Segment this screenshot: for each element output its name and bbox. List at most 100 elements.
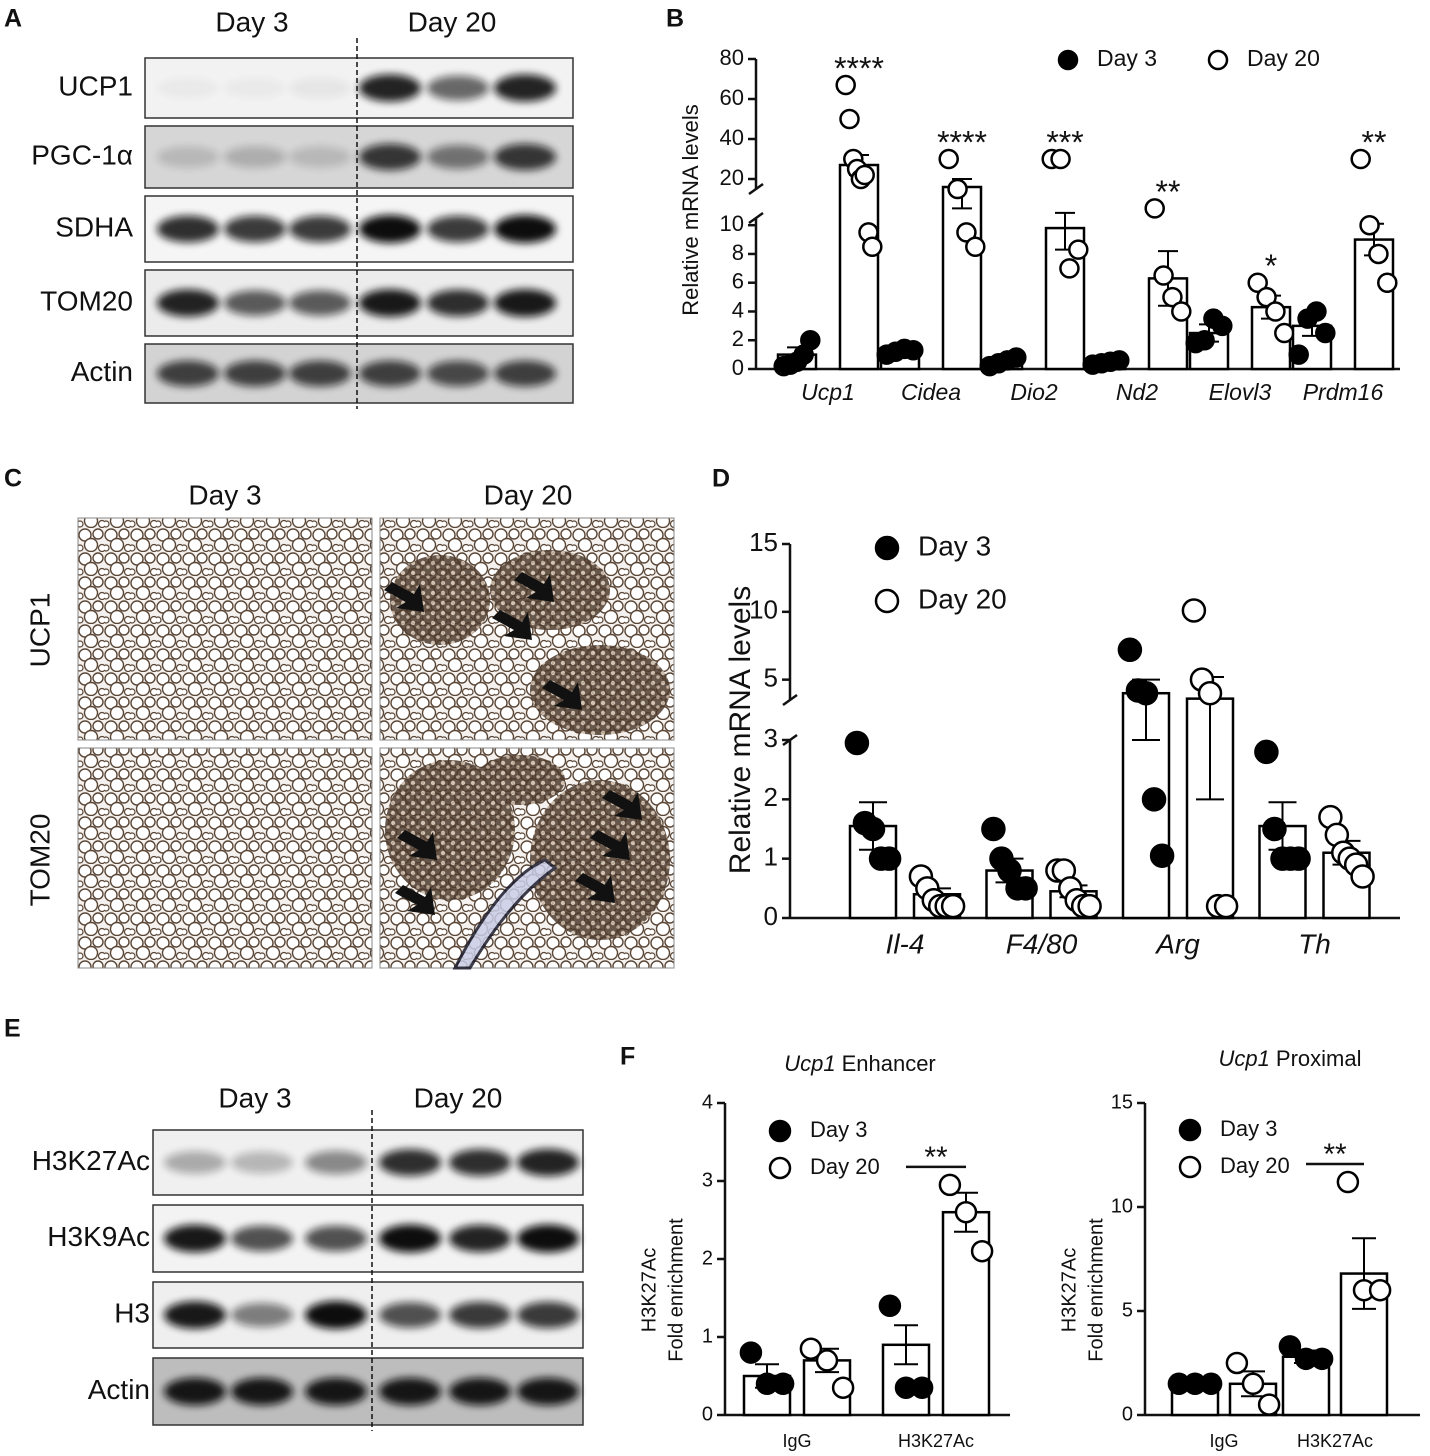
significance: * [1265,248,1277,284]
group-label: Day 20 [414,1082,503,1113]
data-point [1262,816,1287,842]
legend-label: Day 20 [1220,1153,1290,1178]
band [224,146,286,168]
x-tick-label: Dio2 [1010,379,1058,405]
title-text: Enhancer [842,1051,936,1076]
data-point [1133,680,1159,706]
data-point [940,893,966,919]
column-label: Day 3 [188,479,261,510]
bar [838,163,880,371]
data-point [1254,739,1279,765]
panel-letter: C [4,465,22,493]
data-point [800,329,821,351]
group-label: Day 3 [215,6,288,37]
data-point [1310,1347,1334,1371]
title-gene: Ucp1 [784,1051,835,1076]
legend-label: Day 3 [918,530,991,561]
micrograph [77,747,373,969]
data-point [1350,864,1375,889]
band [231,1151,293,1174]
y-tick-label: 1 [764,842,778,872]
band [224,78,286,98]
data-point [1212,315,1233,337]
row-label: Actin [71,356,133,387]
x-tick-label: H3K27Ac [1297,1431,1373,1451]
data-point [1117,637,1143,663]
band [449,1301,511,1329]
data-point [1149,843,1175,868]
data-point [947,178,968,200]
chart-title: Ucp1 Enhancer [784,1051,936,1076]
x-tick-label: Il-4 [886,928,925,959]
band [359,215,421,243]
data-point [844,730,870,756]
legend-label: Day 20 [918,583,1007,614]
chart-title: Ucp1 Proximal [1219,1046,1362,1071]
bar [941,185,983,371]
row-label: PGC-1α [31,139,133,170]
data-point [954,1200,978,1224]
legend-label: Day 3 [1220,1116,1277,1141]
data-point [1306,301,1327,322]
row-label: TOM20 [40,285,133,316]
y-tick-label: 4 [702,1091,713,1113]
data-point [815,1349,839,1372]
data-point [1350,148,1371,170]
data-point [1286,846,1311,871]
y-tick-label: 40 [720,125,744,150]
y-tick-label: 8 [732,240,744,265]
data-point [1274,322,1295,344]
band [359,74,421,102]
data-point [938,148,959,170]
legend-marker [1207,49,1229,71]
panel-letters: A B C D E F [4,5,730,1071]
x-tick-label: Arg [1154,928,1200,959]
band [231,1377,293,1406]
band [517,1377,579,1406]
significance: *** [1046,124,1083,160]
arrows [384,572,642,915]
band [164,1151,226,1174]
band [305,1150,367,1175]
panel-letter: A [4,5,22,33]
band [449,1377,511,1406]
y-tick-label: 3 [702,1169,713,1191]
legend-marker [1178,1118,1202,1142]
data-point [1059,258,1080,279]
data-point [1278,1335,1302,1358]
band [379,1149,441,1176]
band [494,143,556,171]
row-label: TOM20 [24,814,55,907]
x-tick-label: Ucp1 [801,379,855,405]
y-tick-label: 15 [1111,1091,1133,1113]
legend-marker [1178,1155,1202,1179]
band [517,1224,579,1253]
legend-marker [874,588,900,614]
data-point [1068,239,1089,260]
band [427,215,489,243]
band [224,360,286,387]
band [289,215,351,243]
data-point [1359,214,1380,236]
data-point [1257,1393,1281,1416]
error-bar [894,1324,918,1366]
data-point [956,222,977,243]
bar-chart: Relative mRNA levels 0 2 4 6 8 10 20 40 60 80 Ucp1 *… [678,45,1400,405]
axis-break [748,211,764,225]
y-tick-label: 2 [732,326,744,351]
band [305,1301,367,1329]
band [231,1225,293,1252]
axis-break [782,693,798,707]
data-point [1006,347,1027,368]
data-point [1315,322,1336,344]
y-tick-label: 5 [1122,1299,1133,1321]
blot-strip [152,1129,584,1196]
x-tick-label: Th [1298,928,1331,959]
band [517,1148,579,1177]
significance: ** [924,1141,948,1174]
band [157,78,219,98]
y-tick-label: 0 [764,901,778,931]
band [494,215,556,243]
